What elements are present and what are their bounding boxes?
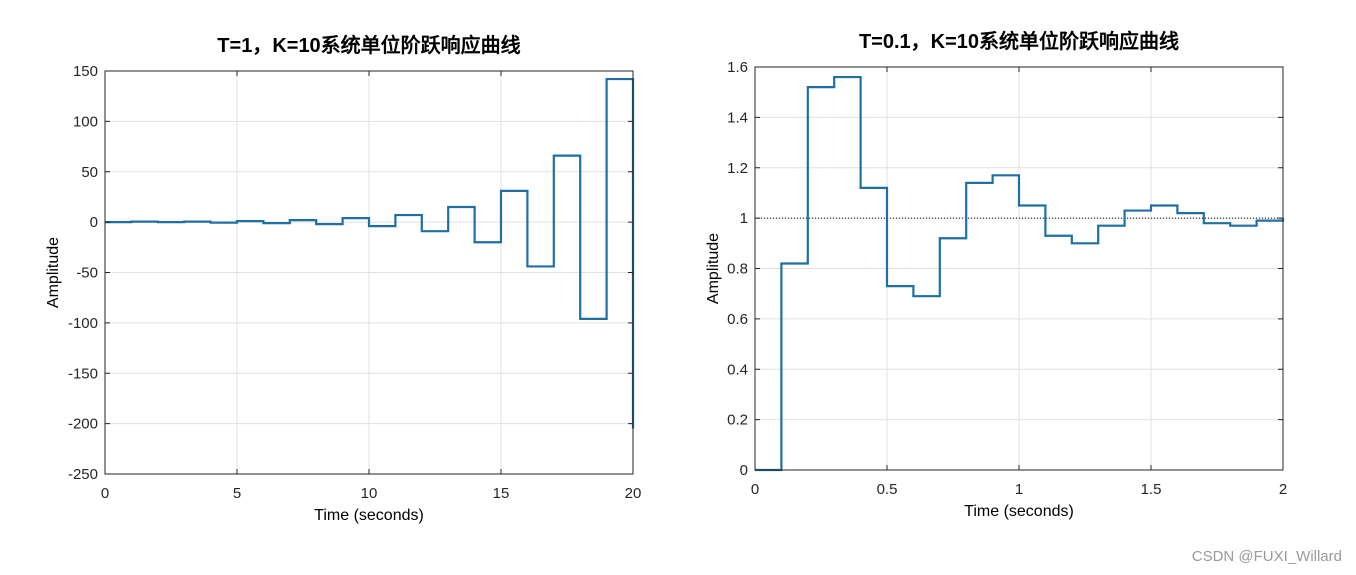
y-tick-label: 0.4	[727, 361, 748, 378]
x-axis-label: Time (seconds)	[314, 507, 424, 524]
chart-title: T=1，K=10系统单位阶跃响应曲线	[217, 33, 520, 57]
y-tick-label: -150	[68, 365, 98, 382]
y-tick-label: 0	[740, 462, 748, 479]
y-tick-label: 0.8	[727, 261, 748, 278]
y-axis-label: Amplitude	[705, 233, 722, 304]
y-tick-label: 100	[73, 113, 98, 130]
y-tick-label: 1.2	[727, 160, 748, 177]
y-tick-label: 1.6	[727, 59, 748, 76]
x-axis-label: Time (seconds)	[964, 503, 1074, 520]
y-tick-label: -50	[76, 265, 98, 282]
x-tick-label: 0.5	[877, 481, 898, 498]
y-axis-label: Amplitude	[45, 237, 62, 308]
chart-right: 0 0.5 1 1.5 2 1.6 1.4 1.2 1 0.8 0.6 0.4 0.2 0 T=0.1，K=…	[705, 29, 1287, 520]
series-line-0	[105, 77, 635, 429]
y-tick-label: 50	[81, 164, 98, 181]
watermark: CSDN @FUXI_Willard	[1191, 548, 1342, 565]
x-tick-label: 0	[101, 485, 109, 502]
series-line-0	[755, 75, 1285, 472]
x-tick-label: 0	[751, 481, 759, 498]
y-tick-label: 0.2	[727, 412, 748, 429]
x-tick-label: 20	[625, 485, 642, 502]
y-tick-label: 150	[73, 63, 98, 80]
y-tick-label: -200	[68, 416, 98, 433]
chart-left: 0 5 10 15 20 150 100 50 0 -50 -100 -150 -200 -250 T=1，…	[45, 33, 641, 524]
x-tick-label: 2	[1279, 481, 1287, 498]
y-tick-label: -250	[68, 466, 98, 483]
x-tick-label: 15	[493, 485, 510, 502]
x-tick-label: 1	[1015, 481, 1023, 498]
y-tick-label: 1	[740, 210, 748, 227]
x-tick-label: 1.5	[1141, 481, 1162, 498]
y-tick-label: 0.6	[727, 311, 748, 328]
y-tick-label: -100	[68, 315, 98, 332]
chart-title: T=0.1，K=10系统单位阶跃响应曲线	[859, 29, 1179, 53]
y-tick-label: 1.4	[727, 109, 748, 126]
x-tick-label: 10	[361, 485, 378, 502]
x-tick-label: 5	[233, 485, 241, 502]
y-tick-label: 0	[90, 214, 98, 231]
